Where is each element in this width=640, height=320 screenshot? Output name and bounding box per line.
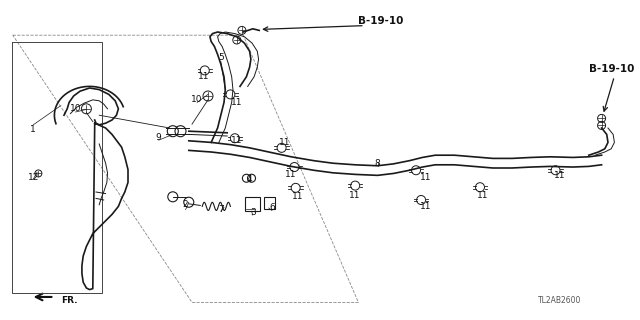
Text: 6: 6 — [269, 204, 275, 212]
Text: 8: 8 — [375, 159, 380, 168]
Text: TL2AB2600: TL2AB2600 — [538, 296, 582, 305]
Text: 4: 4 — [247, 175, 252, 184]
Text: 2: 2 — [183, 200, 188, 209]
Text: 9: 9 — [156, 133, 161, 142]
Text: 12: 12 — [28, 173, 39, 182]
Text: 11: 11 — [554, 172, 566, 180]
Text: B-19-10: B-19-10 — [589, 64, 634, 74]
Text: 11: 11 — [477, 191, 489, 200]
Text: 11: 11 — [198, 72, 209, 81]
Text: 10: 10 — [70, 104, 81, 113]
Text: 11: 11 — [231, 136, 243, 145]
Text: 11: 11 — [285, 170, 297, 179]
Text: 11: 11 — [231, 98, 243, 107]
Text: FR.: FR. — [61, 296, 77, 305]
Text: B-19-10: B-19-10 — [358, 16, 403, 26]
Text: 11: 11 — [420, 173, 431, 182]
Text: 11: 11 — [292, 192, 303, 201]
Bar — [245, 197, 260, 211]
Text: 5: 5 — [218, 53, 223, 62]
Text: 7: 7 — [218, 205, 223, 214]
Text: 10: 10 — [191, 95, 203, 104]
Text: 11: 11 — [279, 138, 291, 147]
Text: 3: 3 — [250, 208, 255, 217]
Text: 1: 1 — [31, 125, 36, 134]
Text: 11: 11 — [349, 191, 361, 200]
Bar — [264, 196, 275, 209]
Text: 11: 11 — [420, 202, 431, 211]
